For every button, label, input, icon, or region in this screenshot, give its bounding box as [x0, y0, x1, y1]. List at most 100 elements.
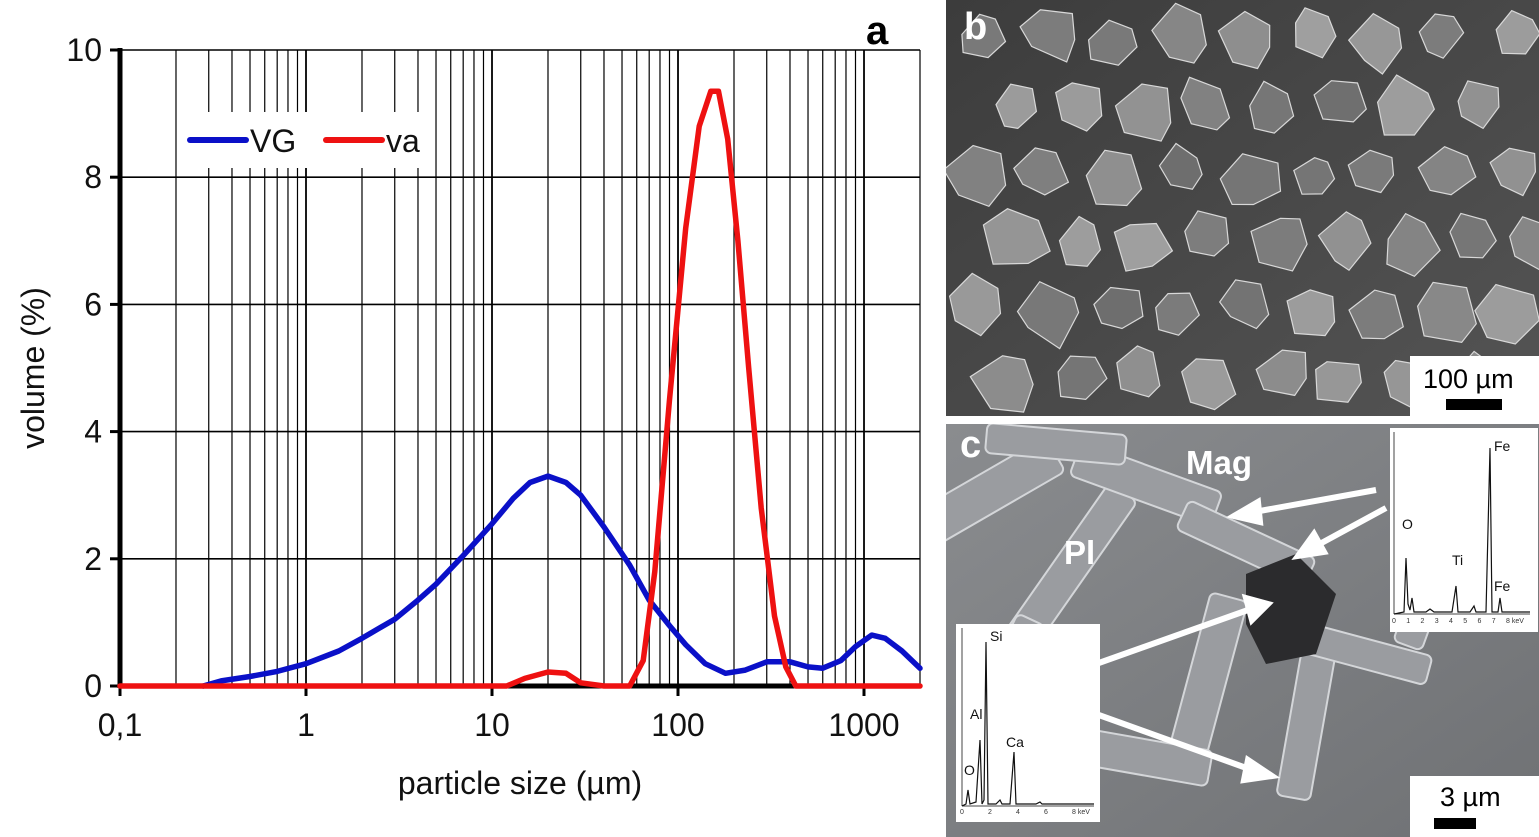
particle-grain — [1058, 215, 1102, 267]
scale-bar-label-c: 3 µm — [1440, 782, 1501, 812]
y-tick-label: 8 — [84, 159, 102, 195]
particle-grain — [1016, 280, 1080, 350]
particle-grain — [1417, 146, 1477, 196]
mineral-label-mag: Mag — [1186, 444, 1252, 481]
particle-grain — [1217, 10, 1271, 70]
x-tick-label: 0,1 — [98, 707, 142, 743]
particle-grain — [1019, 9, 1076, 63]
particle-size-chart: 0 2 4 6 8 10 0,1 1 10 100 1000 VG va a particle si… — [15, 9, 923, 801]
eds-axis-tick: 8 keV — [1072, 809, 1090, 816]
eds-axis-tick: 4 — [1016, 809, 1020, 816]
particle-grain — [1489, 147, 1537, 197]
panel-label-c: c — [960, 424, 982, 466]
particle-grain — [1055, 82, 1103, 132]
particle-grain — [1013, 147, 1070, 196]
particle-grain — [1218, 279, 1270, 330]
series-line-va — [117, 88, 923, 689]
particle-grain — [1114, 83, 1172, 142]
eds-axis-tick: 4 — [1449, 618, 1453, 625]
x-tick-label: 1 — [297, 707, 315, 743]
panel-label-a: a — [866, 9, 889, 53]
particle-grain — [1376, 74, 1435, 136]
particle-grain — [1057, 355, 1108, 401]
sem-image-particles: b 100 µm — [946, 0, 1539, 416]
sem-particles-drawing — [946, 0, 1539, 416]
eds-peak-o-2: O — [964, 762, 975, 778]
annotation-arrows — [1094, 487, 1388, 784]
particle-grain — [946, 144, 1007, 208]
particle-grain — [1087, 19, 1138, 66]
eds-peak-ti: Ti — [1452, 552, 1464, 568]
particle-grain — [1085, 149, 1143, 207]
eds-axis-tick: 0 — [1392, 618, 1396, 625]
scale-bar-b — [1446, 399, 1502, 410]
particle-grain — [1180, 76, 1231, 131]
eds-spectrum-si-al-ca-plot — [961, 628, 1094, 807]
particle-grain — [1457, 80, 1500, 130]
y-axis-label: volume (%) — [15, 287, 51, 449]
eds-axis-tick: 1 — [1406, 618, 1411, 625]
eds-axis-tick: 2 — [988, 809, 992, 816]
eds-peak-al: Al — [970, 706, 983, 722]
particle-grain — [1509, 216, 1539, 271]
particle-grain — [1347, 12, 1403, 75]
eds-peak-ca: Ca — [1006, 734, 1024, 750]
particle-grain — [1286, 289, 1336, 337]
mineral-label-pl: Pl — [1064, 534, 1096, 571]
particle-grain — [1474, 283, 1539, 345]
eds-axis-tick: 0 — [960, 809, 964, 816]
x-tick-label: 100 — [651, 707, 704, 743]
eds-peak-fe-side: Fe — [1494, 578, 1511, 594]
y-tick-label: 4 — [84, 414, 102, 450]
particle-grain — [1116, 345, 1161, 398]
particle-grain — [1386, 212, 1441, 278]
y-tick-label: 6 — [84, 286, 102, 322]
particle-grain — [1250, 217, 1308, 272]
eds-axis-tick: 2 — [1420, 618, 1425, 625]
x-tick-label: 10 — [474, 707, 510, 743]
particle-grain — [948, 272, 1002, 337]
particle-grain — [1313, 80, 1367, 123]
eds-spectrum-fe-ti: Fe O Ti Fe 0 1 2 3 4 5 6 7 8 keV — [1390, 428, 1538, 632]
particle-grain — [1418, 13, 1465, 59]
particle-grain — [969, 355, 1034, 413]
legend-label-va: va — [386, 123, 420, 159]
eds-spectrum-fe-ti-plot — [1393, 432, 1530, 615]
series-line-vg — [200, 473, 923, 689]
eds-peak-si: Si — [990, 628, 1003, 644]
eds-peak-fe-top: Fe — [1494, 438, 1511, 454]
particle-grain — [1315, 361, 1362, 403]
particle-grain — [1416, 281, 1477, 344]
eds-spectrum-si-al-ca: Si Al Ca O 0 2 4 6 8 keV — [956, 624, 1100, 822]
particle-grain — [1113, 222, 1174, 272]
eds-axis-tick: 6 — [1477, 618, 1482, 625]
eds-axis-tick: 8 keV — [1506, 618, 1524, 625]
particle-grain — [1255, 349, 1307, 397]
particle-grain — [1158, 142, 1203, 190]
sem-image-closeup: c Mag Pl Fe O Ti Fe 0 1 2 3 4 5 6 7 8 keV Si Al … — [946, 424, 1539, 837]
particle-grain — [1347, 149, 1395, 194]
particle-grain — [961, 13, 1007, 59]
chart-series — [117, 88, 923, 689]
crystal-lath — [984, 424, 1128, 466]
particle-grain — [1449, 212, 1497, 259]
eds-axis-tick: 3 — [1434, 618, 1439, 625]
particle-grain — [995, 83, 1038, 130]
particle-grain — [1348, 289, 1404, 340]
particle-grain — [1219, 153, 1282, 206]
particle-grain — [1181, 358, 1237, 411]
legend-label-vg: VG — [250, 123, 296, 159]
dark-void — [1246, 554, 1336, 664]
particle-grain — [1249, 80, 1295, 134]
particle-grain — [982, 208, 1051, 265]
eds-axis-tick: 6 — [1044, 809, 1048, 816]
x-tick-label: 1000 — [828, 707, 899, 743]
chart-legend: VG va — [182, 112, 432, 168]
eds-axis-tick: 5 — [1463, 618, 1468, 625]
particle-grain — [1294, 7, 1337, 59]
x-axis-label: particle size (µm) — [398, 765, 642, 801]
scale-bar-c — [1434, 818, 1476, 829]
particle-grain — [1293, 157, 1336, 195]
eds-axis-tick: 7 — [1491, 618, 1496, 625]
y-tick-label: 2 — [84, 541, 102, 577]
